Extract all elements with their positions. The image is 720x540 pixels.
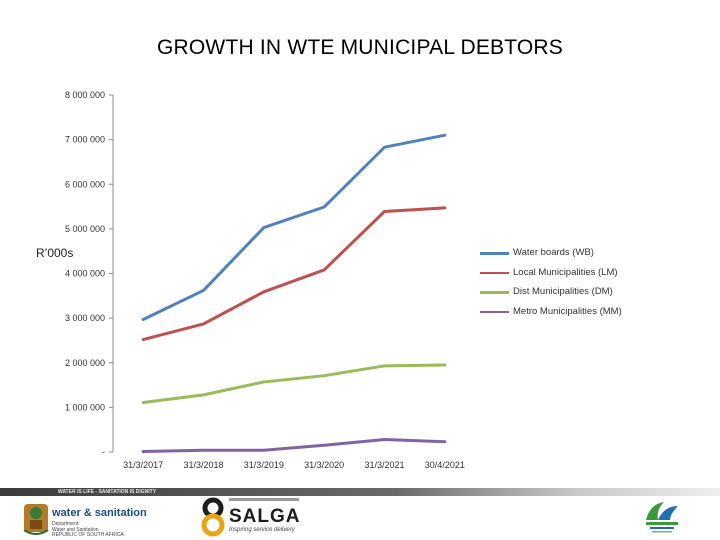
chart-title: GROWTH IN WTE MUNICIPAL DEBTORS [157, 36, 563, 59]
legend-label: Dist Municipalities (DM) [513, 286, 613, 297]
y-tick-label: 6 000 000 [65, 179, 105, 189]
line-chart: - 1 000 000 2 000 000 3 000 000 4 000 000 5 0… [65, 90, 465, 470]
series-lines [141, 133, 447, 454]
dws-name: water & sanitation [52, 507, 147, 519]
legend-label: Metro Municipalities (MM) [513, 305, 622, 317]
x-axis-labels: 31/3/2017 31/3/2018 31/3/2019 31/3/2020 31/3… [123, 460, 465, 470]
salga-wordmark: SALGA [229, 506, 301, 527]
legend-swatch [480, 252, 509, 255]
y-tick-label: 3 000 000 [65, 313, 105, 323]
x-tick-label: 30/4/2021 [425, 460, 465, 470]
salga-logo-icon [201, 497, 299, 537]
salga-tagline: Inspiring service delivery [229, 527, 295, 533]
x-tick-label: 31/3/2020 [304, 460, 344, 470]
legend-label: Water boards (WB) [513, 247, 594, 258]
coat-of-arms-icon [23, 504, 49, 535]
y-tick-label: 2 000 000 [65, 358, 105, 368]
series-line-2 [141, 363, 447, 404]
y-tick-label: 1 000 000 [65, 402, 105, 412]
footer-tagline: WATER IS LIFE - SANITATION IS DIGNITY [58, 489, 157, 495]
x-tick-label: 31/3/2017 [123, 460, 163, 470]
series-line-0 [141, 133, 447, 321]
ndp-logo-icon [646, 502, 678, 533]
footer-bar [0, 488, 720, 496]
y-tick-label: 7 000 000 [65, 135, 105, 145]
x-tick-label: 31/3/2018 [183, 460, 223, 470]
y-unit-label: R’000s [36, 246, 74, 260]
legend-swatch [480, 310, 509, 313]
series-line-1 [141, 206, 447, 342]
x-tick-label: 31/3/2019 [244, 460, 284, 470]
legend-swatch [480, 291, 509, 294]
y-tick-label: 8 000 000 [65, 90, 105, 100]
y-tick-label: 4 000 000 [65, 269, 105, 279]
y-tick-label: 5 000 000 [65, 224, 105, 234]
dws-subtitle: Department: Water and Sanitation REPUBLI… [52, 521, 124, 538]
legend-label: Local Municipalities (LM) [513, 266, 618, 278]
y-axis-ticks: - 1 000 000 2 000 000 3 000 000 4 000 000 5 0… [65, 90, 113, 457]
x-tick-label: 31/3/2021 [364, 460, 404, 470]
y-tick-label: - [102, 447, 105, 457]
legend-swatch [480, 271, 509, 274]
series-line-3 [141, 438, 447, 454]
